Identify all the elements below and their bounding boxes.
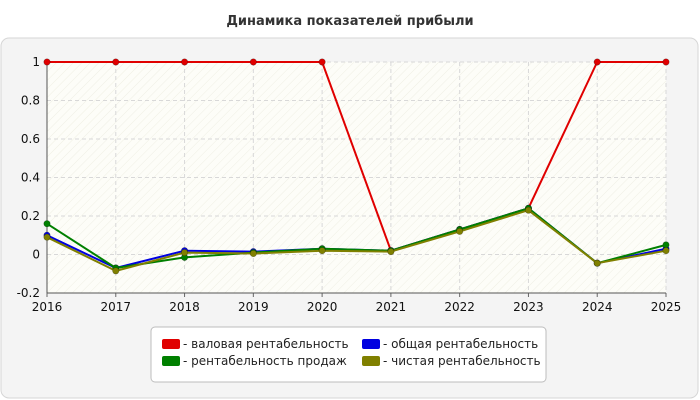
legend-swatch — [162, 356, 180, 366]
data-point — [662, 247, 670, 255]
data-point — [456, 227, 464, 235]
y-tick-label: 1 — [32, 55, 40, 69]
y-tick-label: 0.2 — [21, 209, 40, 223]
data-point — [524, 206, 532, 214]
data-point — [112, 58, 120, 66]
x-tick-label: 2025 — [651, 300, 682, 314]
series-4 — [43, 206, 670, 275]
x-tick-label: 2019 — [238, 300, 269, 314]
x-tick-label: 2024 — [582, 300, 613, 314]
legend-box — [150, 326, 547, 383]
data-point — [318, 247, 326, 255]
x-tick-label: 2017 — [101, 300, 132, 314]
data-point — [43, 58, 51, 66]
x-tick-label: 2022 — [444, 300, 475, 314]
y-tick-label: 0.8 — [21, 94, 40, 108]
legend-swatch — [362, 356, 380, 366]
legend-label: - рентабельность продаж — [183, 354, 347, 368]
y-tick-label: 0.6 — [21, 132, 40, 146]
x-tick-label: 2020 — [307, 300, 338, 314]
data-point — [593, 259, 601, 267]
y-tick-label: -0.2 — [17, 286, 40, 300]
y-tick-label: 0.4 — [21, 171, 40, 185]
data-point — [593, 58, 601, 66]
x-tick-label: 2018 — [169, 300, 200, 314]
legend-swatch — [362, 339, 380, 349]
plot-area: -0.2 0 0.2 0.4 0.6 0.8 1 2016 2017 2018 2019 2020 20… — [17, 55, 682, 314]
data-point — [662, 58, 670, 66]
data-point — [43, 233, 51, 241]
data-point — [387, 248, 395, 256]
legend-label: - чистая рентабельность — [383, 354, 541, 368]
y-tick-label: 0 — [32, 248, 40, 262]
legend: - валовая рентабельность - общая рентабел… — [150, 326, 547, 383]
legend-swatch — [162, 339, 180, 349]
data-point — [318, 58, 326, 66]
x-tick-label: 2016 — [32, 300, 63, 314]
legend-item: - валовая рентабельность — [162, 337, 349, 351]
series-line — [47, 61, 666, 252]
legend-item: - чистая рентабельность — [362, 354, 541, 368]
data-point — [112, 267, 120, 275]
data-point — [662, 241, 670, 249]
legend-label: - валовая рентабельность — [183, 337, 349, 351]
chart-title: Динамика показателей прибыли — [226, 14, 473, 29]
legend-label: - общая рентабельность — [383, 337, 538, 351]
x-tick-label: 2023 — [513, 300, 544, 314]
data-point — [249, 250, 257, 258]
legend-item: - общая рентабельность — [362, 337, 538, 351]
data-point — [181, 249, 189, 257]
data-point — [181, 58, 189, 66]
series-line — [46, 209, 667, 272]
data-point — [249, 58, 257, 66]
legend-item: - рентабельность продаж — [162, 354, 347, 368]
x-tick-label: 2021 — [376, 300, 407, 314]
data-point — [43, 220, 51, 228]
